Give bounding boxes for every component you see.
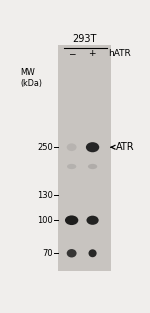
- Ellipse shape: [88, 164, 97, 169]
- Text: hATR: hATR: [108, 49, 131, 58]
- Ellipse shape: [88, 249, 97, 257]
- Ellipse shape: [86, 142, 99, 152]
- Text: 70: 70: [42, 249, 53, 258]
- Bar: [58, 45, 111, 271]
- Text: 293T: 293T: [72, 33, 97, 44]
- Ellipse shape: [67, 249, 77, 258]
- Ellipse shape: [67, 143, 77, 151]
- Text: +: +: [88, 49, 95, 58]
- Text: 250: 250: [37, 143, 53, 152]
- Text: −: −: [68, 49, 75, 58]
- Text: 100: 100: [37, 216, 53, 225]
- Ellipse shape: [65, 215, 78, 225]
- Text: MW
(kDa): MW (kDa): [20, 68, 42, 88]
- Text: 130: 130: [37, 191, 53, 200]
- Ellipse shape: [67, 164, 76, 169]
- Text: ATR: ATR: [116, 142, 134, 152]
- Ellipse shape: [86, 216, 99, 225]
